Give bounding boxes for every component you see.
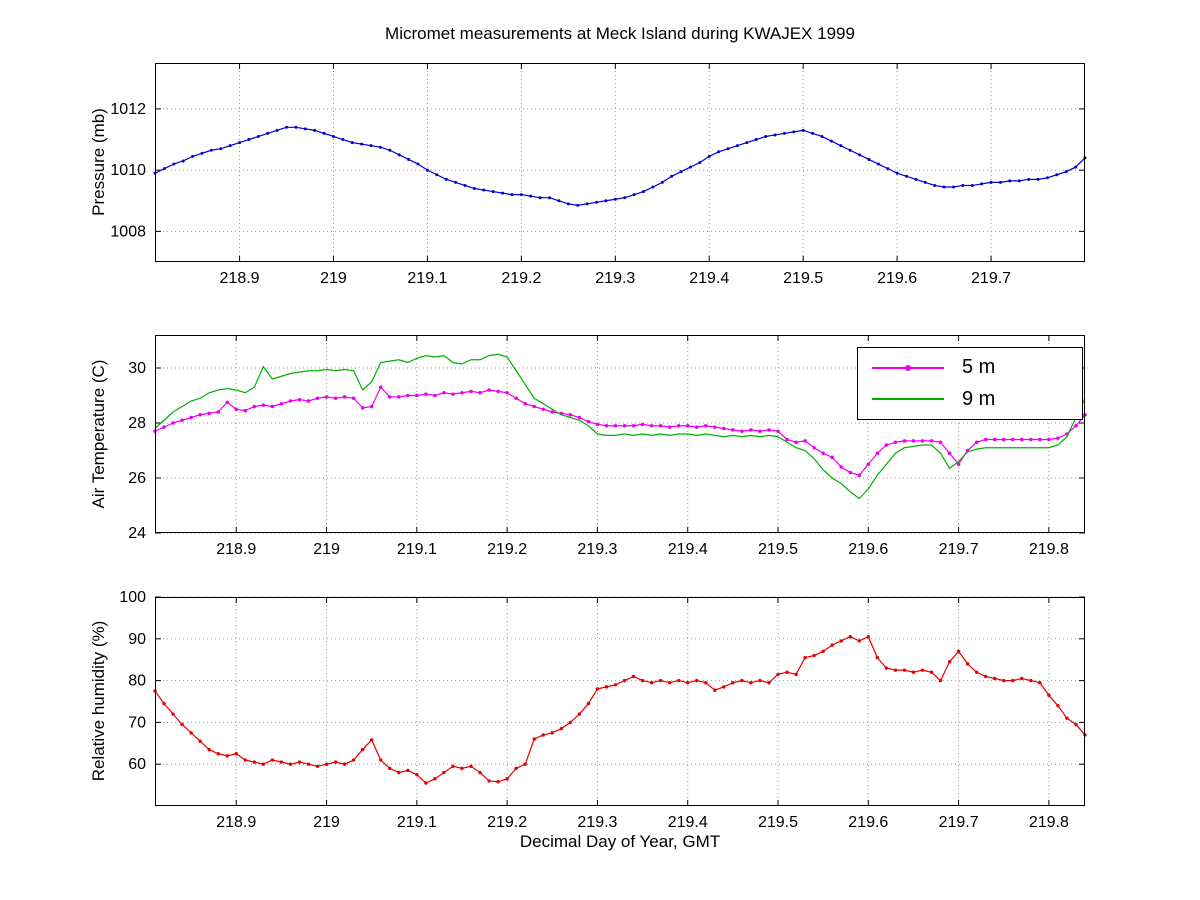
x-tick-label: 219.7 (971, 270, 1011, 287)
y-tick-label: 28 (128, 415, 146, 432)
legend: 5 m 9 m (857, 347, 1083, 420)
x-tick-label: 219.5 (783, 270, 823, 287)
x-tick-label: 218.9 (216, 541, 256, 558)
x-tick-label: 219.3 (595, 270, 635, 287)
x-tick-label: 218.9 (220, 270, 260, 287)
air-temperature-ylabel: Air Temperature (C) (89, 359, 108, 509)
pressure-ylabel: Pressure (mb) (89, 108, 108, 216)
x-tick-label: 219.3 (577, 541, 617, 558)
x-axis-ticks: 218.9 219 219.1 219.2 219.3 219.4 219.5 219.6 21… (220, 63, 1011, 287)
y-tick-label: 90 (128, 631, 146, 648)
y-tick-label: 30 (128, 360, 146, 377)
x-tick-label: 219.5 (758, 814, 798, 831)
y-tick-label: 1012 (110, 101, 146, 118)
9-m-line (154, 353, 1086, 500)
relative-humidity-ylabel: Relative humidity (%) (89, 620, 108, 782)
x-tick-label: 219.2 (487, 541, 527, 558)
legend-item-9m: 9 m (858, 384, 1082, 414)
pressure-plot: 218.9 219 219.1 219.2 219.3 219.4 219.5 219.6 21… (110, 63, 1087, 287)
x-tick-label: 219.2 (501, 270, 541, 287)
y-tick-label: 80 (128, 673, 146, 690)
x-tick-label: 219.1 (397, 814, 437, 831)
legend-line-5m-icon (872, 364, 944, 371)
x-tick-label: 219.7 (939, 541, 979, 558)
y-axis-ticks: 60 70 80 90 100 (119, 589, 1085, 773)
x-tick-label: 219.4 (689, 270, 729, 287)
x-tick-label: 219.4 (668, 541, 708, 558)
legend-marker-5m-icon (905, 364, 911, 371)
x-tick-label: 219.8 (1029, 541, 1069, 558)
y-tick-label: 70 (128, 714, 146, 731)
legend-line-9m-icon (872, 398, 944, 401)
legend-label-9m: 9 m (962, 387, 996, 410)
x-axis-ticks: 218.9 219 219.1 219.2 219.3 219.4 219.5 219.6 21… (216, 597, 1069, 831)
relative-humidity-markers (153, 635, 1087, 785)
x-tick-label: 219.6 (848, 541, 888, 558)
y-tick-label: 24 (128, 525, 146, 542)
pressure-axes-border (155, 63, 1085, 262)
x-tick-label: 218.9 (216, 814, 256, 831)
x-tick-label: 219 (313, 814, 340, 831)
figure-title: Micromet measurements at Meck Island dur… (385, 24, 855, 43)
y-tick-label: 1010 (110, 162, 146, 179)
relative-humidity-plot: 218.9 219 219.1 219.2 219.3 219.4 219.5 219.6 21… (119, 589, 1087, 831)
5-m-markers (153, 385, 1087, 478)
legend-label-5m: 5 m (962, 356, 996, 379)
y-tick-label: 60 (128, 756, 146, 773)
legend-item-5m: 5 m (858, 353, 1082, 383)
x-axis-label: Decimal Day of Year, GMT (519, 832, 721, 851)
y-tick-label: 1008 (110, 223, 146, 240)
y-tick-label: 100 (119, 589, 146, 606)
x-tick-label: 219.8 (1029, 814, 1069, 831)
x-tick-label: 219.1 (407, 270, 447, 287)
pressure-line (154, 126, 1086, 206)
x-tick-label: 219 (313, 541, 340, 558)
relative-humidity-axes-border (155, 597, 1085, 806)
pressure-canvas: 218.9 219 219.1 219.2 219.3 219.4 219.5 219.6 21… (110, 63, 1087, 287)
relative-humidity-line (154, 635, 1086, 784)
x-tick-label: 219.1 (397, 541, 437, 558)
x-tick-label: 219.6 (877, 270, 917, 287)
relative-humidity-canvas: 218.9 219 219.1 219.2 219.3 219.4 219.5 219.6 21… (119, 589, 1087, 831)
x-tick-label: 219.5 (758, 541, 798, 558)
y-tick-label: 26 (128, 470, 146, 487)
x-tick-label: 219.2 (487, 814, 527, 831)
x-tick-label: 219.6 (848, 814, 888, 831)
air-temperature-axes-border (155, 335, 1085, 533)
pressure-markers (153, 125, 1087, 207)
x-tick-label: 219 (320, 270, 347, 287)
x-tick-label: 219.3 (577, 814, 617, 831)
x-tick-label: 219.4 (668, 814, 708, 831)
x-tick-label: 219.7 (939, 814, 979, 831)
y-axis-ticks: 1008 1010 1012 (110, 101, 1085, 240)
